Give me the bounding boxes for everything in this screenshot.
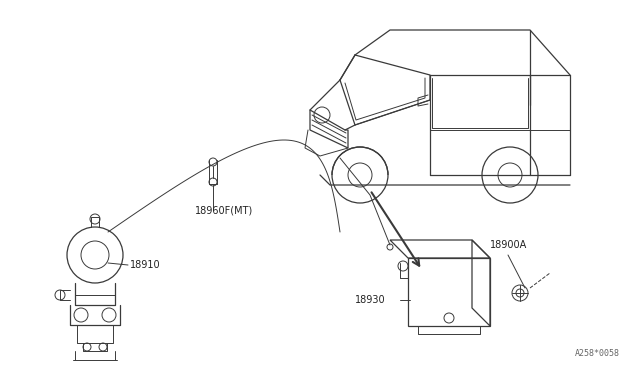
Text: 18900A: 18900A — [490, 240, 527, 250]
Text: 18910: 18910 — [130, 260, 161, 270]
Text: 18930: 18930 — [355, 295, 386, 305]
Text: 18960F(MT): 18960F(MT) — [195, 205, 253, 215]
Text: A258*0058: A258*0058 — [575, 349, 620, 358]
